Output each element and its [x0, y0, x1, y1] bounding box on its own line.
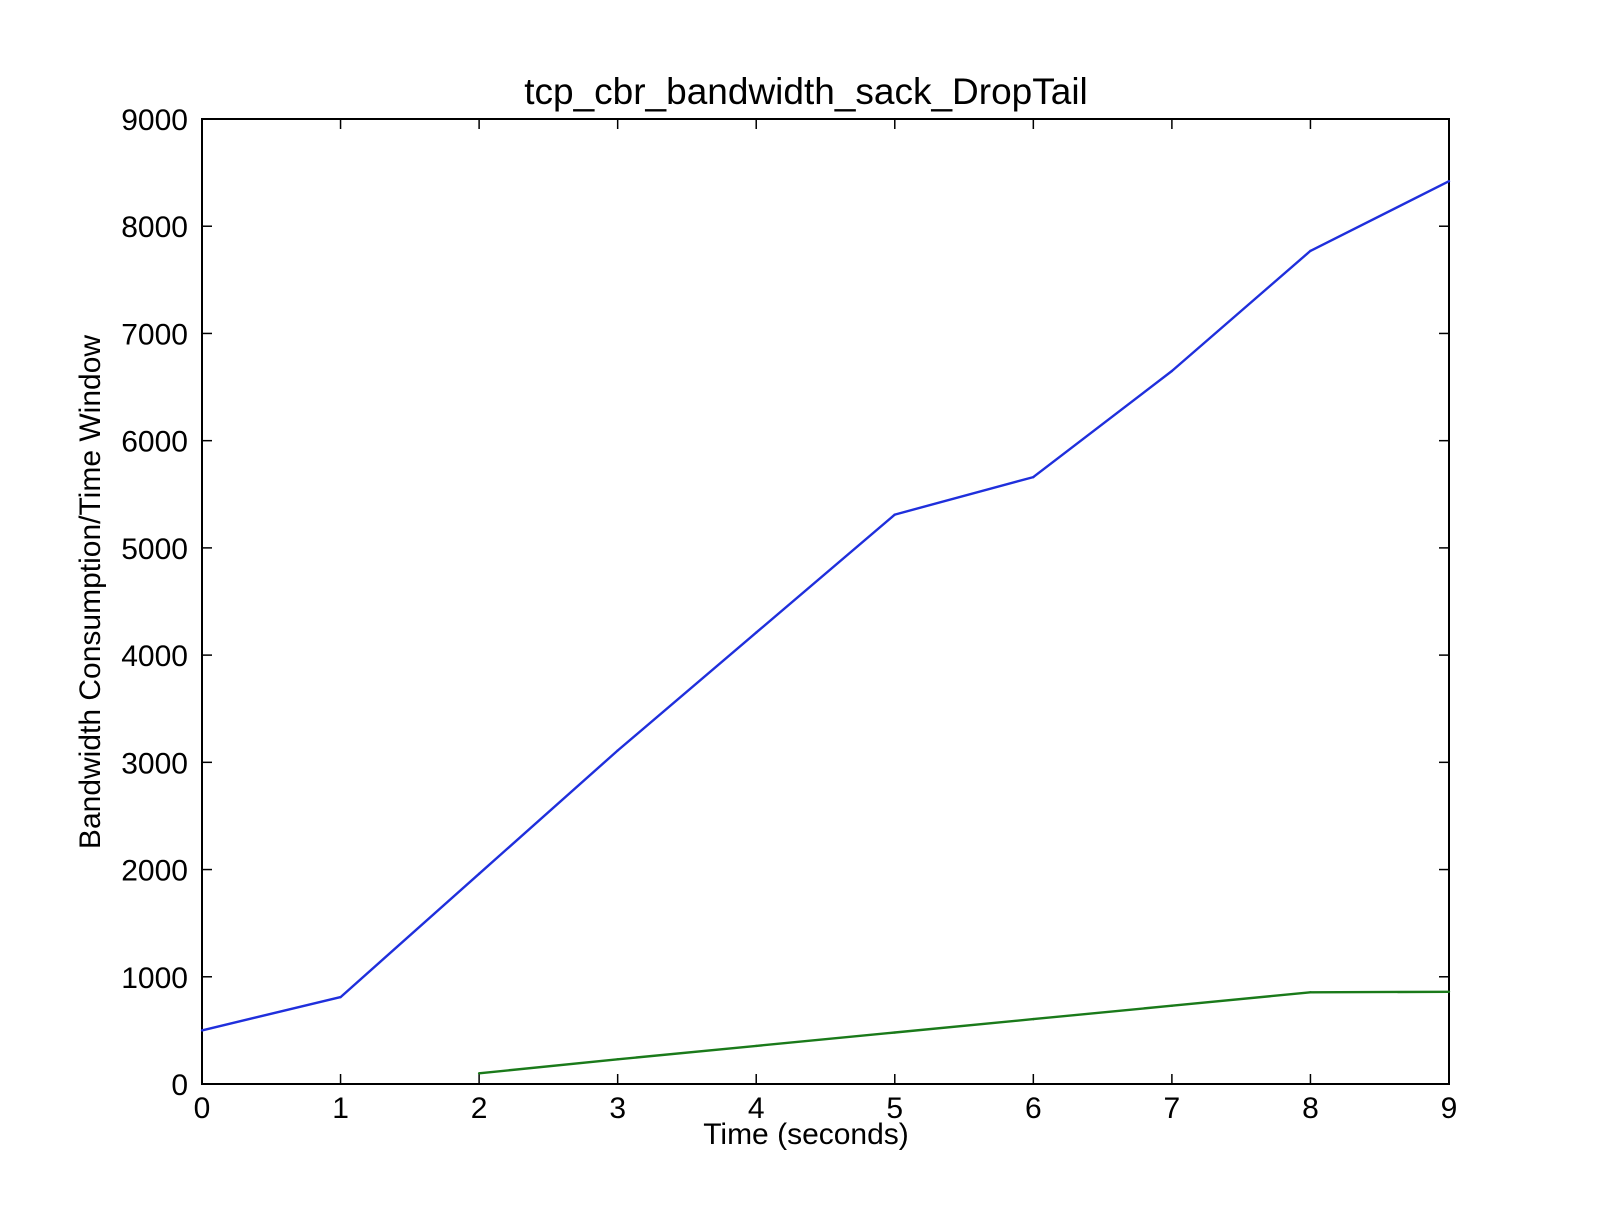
x-tick-label: 7: [1164, 1092, 1181, 1125]
x-tick-label: 3: [609, 1092, 626, 1125]
data-point: [893, 1031, 896, 1034]
data-point: [1447, 990, 1451, 993]
data-point: [755, 631, 758, 634]
y-axis-label: Bandwidth Consumption/Time Window: [74, 335, 107, 849]
data-point: [616, 749, 619, 752]
x-tick-label: 8: [1302, 1092, 1319, 1125]
x-tick-label: 4: [748, 1092, 765, 1125]
plot-frame: [201, 118, 1450, 1085]
data-point: [1170, 369, 1174, 373]
data-point: [1170, 1004, 1174, 1007]
y-tick-label: 9000: [121, 104, 188, 137]
data-point: [616, 1058, 619, 1061]
plot-area: 0 1 2 3 4 5 6 7 8 9 0 1000 2000 3000 4000 5000 6000 7000 8…: [121, 104, 1457, 1125]
data-point: [755, 1044, 758, 1048]
y-tick-label: 7000: [121, 318, 188, 351]
y-tick-label: 2000: [121, 855, 188, 888]
data-point: [1309, 249, 1312, 253]
x-tick-label: 0: [194, 1092, 211, 1125]
data-point: [1447, 179, 1451, 183]
x-tick-label: 2: [471, 1092, 488, 1125]
data-point: [477, 872, 481, 876]
data-point: [339, 995, 342, 999]
chart-title: tcp_cbr_bandwidth_sack_DropTail: [524, 71, 1088, 112]
y-tick-label: 8000: [121, 211, 188, 244]
x-tick-label: 5: [886, 1092, 903, 1125]
y-tick-label: 3000: [121, 747, 188, 780]
series-line-2: [478, 990, 1450, 1075]
data-point: [477, 1072, 481, 1075]
y-tick-label: 1000: [121, 962, 188, 995]
data-point: [200, 1029, 204, 1032]
y-tick-label: 4000: [121, 640, 188, 673]
x-tick-label: 9: [1441, 1092, 1458, 1125]
data-point: [1032, 475, 1035, 479]
data-point: [1309, 991, 1312, 994]
x-tick-label: 6: [1025, 1092, 1042, 1125]
x-axis-label: Time (seconds): [703, 1118, 909, 1151]
y-tick-label: 5000: [121, 533, 188, 566]
series-line-1: [201, 180, 1450, 1032]
y-tick-label: 0: [171, 1069, 188, 1102]
data-point: [1032, 1017, 1035, 1021]
data-point: [893, 513, 896, 516]
x-tick-label: 1: [332, 1092, 349, 1125]
y-tick-label: 6000: [121, 426, 188, 459]
